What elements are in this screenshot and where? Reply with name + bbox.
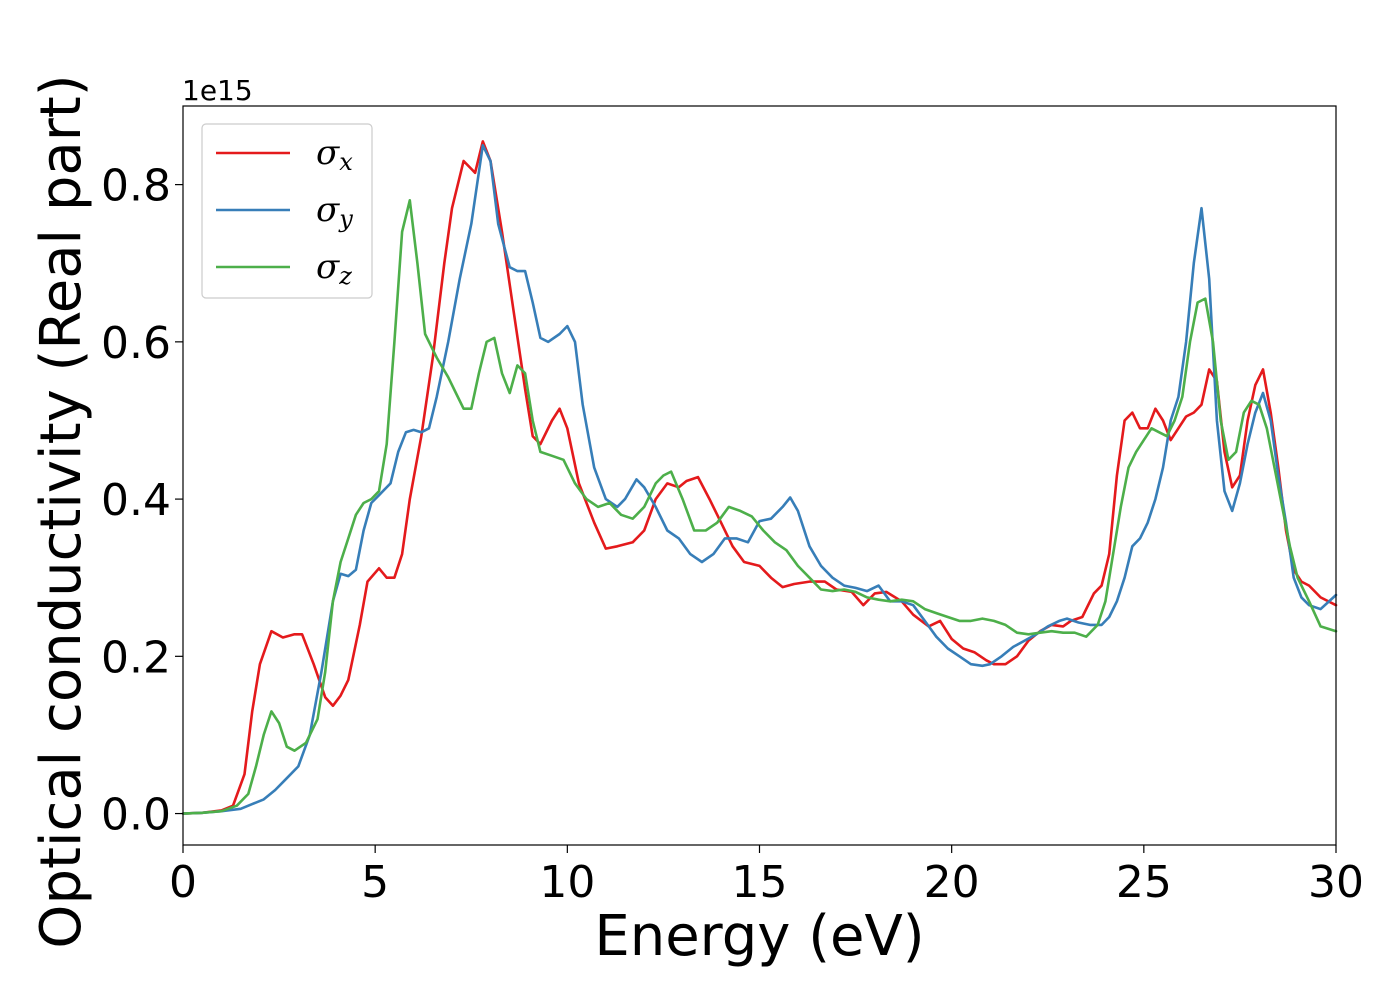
legend: σx σy σz: [201, 123, 373, 299]
series-line-y: [181, 144, 1338, 815]
y-axis-label: Optical conductivity (Real part): [29, 74, 94, 948]
y-tick-label: 0.4: [101, 475, 171, 526]
x-tick-label: 20: [924, 857, 980, 908]
x-tick-label: 10: [539, 857, 595, 908]
legend-label-x: σx: [316, 133, 353, 176]
x-tick-label: 30: [1308, 857, 1364, 908]
series-line-x: [181, 140, 1338, 815]
x-axis-label: Energy (eV): [594, 904, 924, 969]
y-tick-label: 0.6: [101, 318, 171, 369]
axis-ticks: 0 5 10 15 20 25 30 0.0 0.2 0.4 0.6 0.8: [101, 161, 1364, 908]
x-tick-label: 5: [361, 857, 389, 908]
series-lines: [181, 140, 1338, 815]
legend-label-y: σy: [316, 190, 353, 233]
series-line-z: [181, 199, 1338, 815]
y-offset-text: 1e15: [182, 74, 253, 107]
legend-label-z: σz: [316, 247, 352, 290]
x-tick-label: 25: [1116, 857, 1172, 908]
x-tick-label: 0: [169, 857, 197, 908]
y-tick-label: 0.0: [101, 790, 171, 841]
x-tick-label: 15: [732, 857, 788, 908]
y-tick-label: 0.2: [101, 632, 171, 683]
y-tick-label: 0.8: [101, 161, 171, 212]
